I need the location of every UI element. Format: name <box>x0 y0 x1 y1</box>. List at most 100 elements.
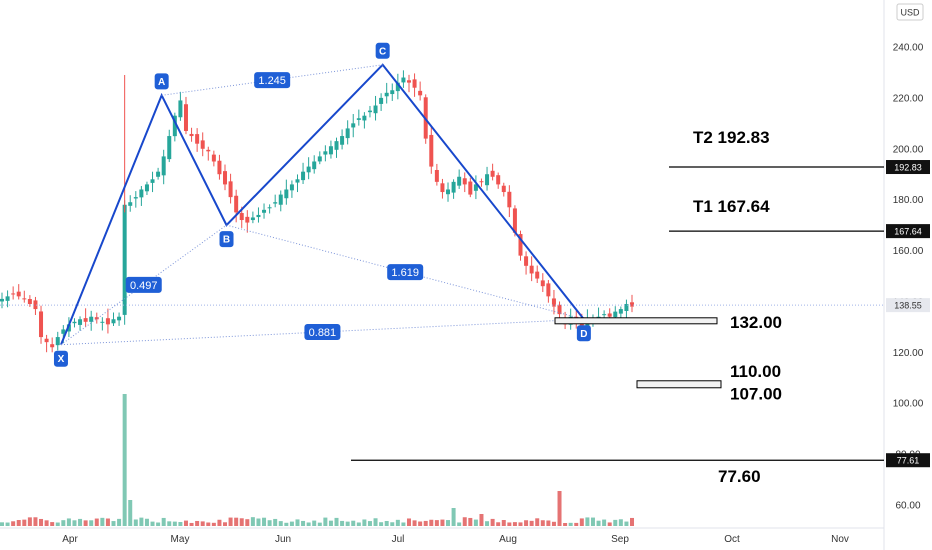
candle-body <box>345 128 350 139</box>
candle-body <box>585 319 590 331</box>
volume-bar <box>50 522 55 526</box>
volume-bar <box>267 520 272 526</box>
candle-body <box>195 134 200 144</box>
volume-bar <box>529 520 534 526</box>
volume-bar <box>33 517 38 526</box>
candle-body <box>551 298 556 307</box>
candle-body <box>55 337 60 346</box>
volume-bar <box>323 517 328 526</box>
candle-body <box>189 133 194 137</box>
price-scale-panel[interactable] <box>884 0 932 528</box>
volume-bar <box>0 522 4 526</box>
candle-body <box>602 314 607 316</box>
volume-bar <box>574 522 579 526</box>
candle-body <box>284 189 289 199</box>
volume-bar <box>150 521 155 526</box>
volume-bar <box>412 520 417 526</box>
x-axis-ticks: Apr May Jun Jul Aug Sep Oct Nov <box>62 534 849 545</box>
candle-body <box>356 118 361 120</box>
point-badge <box>53 350 68 367</box>
volume-bar <box>133 519 138 526</box>
ratio-badge <box>125 276 162 293</box>
volume-bar <box>568 522 573 526</box>
volume-bar <box>301 520 306 526</box>
candle-body <box>267 207 272 209</box>
candle-body <box>340 136 345 145</box>
volume-bar <box>390 522 395 526</box>
candle-body <box>390 90 395 95</box>
volume-bar <box>262 517 267 526</box>
t2-tag-value: 192.83 <box>894 163 922 173</box>
volume-bar <box>100 517 105 526</box>
volume-bar <box>61 520 66 526</box>
y-tick-label: 120.00 <box>893 348 924 359</box>
candle-body <box>535 271 540 279</box>
x-tick-label: Sep <box>611 534 629 545</box>
candle-body <box>262 209 267 213</box>
candle-body <box>44 338 49 343</box>
volume-bar <box>602 519 607 526</box>
candle-body <box>496 175 501 185</box>
ratio-value: 1.619 <box>391 267 419 279</box>
volume-bar <box>139 517 144 526</box>
candle-body <box>22 298 27 300</box>
point-label: B <box>223 235 230 246</box>
volume-bar <box>384 520 389 526</box>
candle-body <box>312 161 317 170</box>
y-tick-label: 200.00 <box>893 144 924 155</box>
candle-body <box>89 316 94 322</box>
candle-body <box>245 216 250 223</box>
candle-body <box>457 176 462 186</box>
candle-body <box>440 183 445 193</box>
volume-bar <box>490 518 495 526</box>
volume-bar <box>72 520 77 526</box>
deep-label: 77.60 <box>718 467 761 486</box>
volume-bar <box>546 520 551 526</box>
point-badge <box>219 231 234 248</box>
candle-body <box>518 234 523 256</box>
volume-bar <box>122 394 127 526</box>
harmonic-pattern[interactable]: 1.245 0.497 1.619 0.881 X A B C D <box>53 42 591 367</box>
volume-bar <box>111 521 116 526</box>
candle-body <box>557 304 562 315</box>
t1-tag-value: 167.64 <box>894 227 922 237</box>
last-price-tag: 138.55 <box>886 298 930 313</box>
currency-badge[interactable]: USD <box>896 3 924 21</box>
volume-bar <box>579 518 584 526</box>
candle-body <box>306 166 311 173</box>
point-label: X <box>58 354 65 365</box>
volume-bar <box>524 520 529 526</box>
volume-bar <box>83 520 88 526</box>
volume-bar <box>462 517 467 526</box>
candle-body <box>111 319 116 324</box>
candle-body <box>94 317 99 320</box>
volume-bar <box>55 522 60 526</box>
volume-bar <box>328 520 333 526</box>
volume-bar <box>630 517 634 526</box>
candle-body <box>446 189 451 195</box>
volume-bar <box>256 518 261 526</box>
volume-bar <box>273 518 278 526</box>
volume-bar <box>195 520 200 526</box>
candle-body <box>362 115 367 121</box>
t2-tag <box>886 160 930 175</box>
volume-bar <box>446 520 451 526</box>
x-tick-label: Oct <box>724 534 740 545</box>
candle-body <box>178 100 183 118</box>
ratio-value: 0.497 <box>130 280 158 292</box>
candle-body <box>78 319 83 325</box>
t1-tag <box>886 224 930 239</box>
volume-bar <box>423 520 428 526</box>
volume-bar <box>440 519 445 526</box>
y-tick-label: 180.00 <box>893 195 924 206</box>
x-tick-label: Aug <box>499 534 517 545</box>
y-tick-label: 160.00 <box>893 246 924 257</box>
volume-bar <box>367 521 372 526</box>
volume-bar <box>44 520 49 526</box>
candle-body <box>66 324 71 332</box>
candle-body <box>395 82 400 92</box>
volume-bar <box>356 522 361 526</box>
price-levels[interactable]: T2 192.83 192.83 T1 167.64 167.64 132.00 110.… <box>351 128 930 486</box>
candle-body <box>468 181 473 195</box>
